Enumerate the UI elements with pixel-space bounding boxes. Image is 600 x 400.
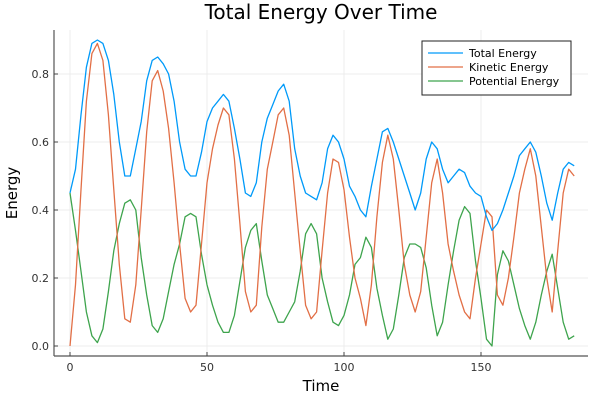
x-tick-label: 50 (200, 361, 214, 374)
legend-label: Kinetic Energy (469, 61, 549, 74)
y-tick-label: 0.2 (32, 272, 50, 285)
x-axis-title: Time (302, 377, 340, 395)
y-tick-label: 0.8 (32, 68, 50, 81)
series-line-total-energy (69, 39, 575, 232)
y-tick-label: 0.0 (32, 340, 50, 353)
x-tick-label: 150 (471, 361, 492, 374)
series-group (69, 39, 575, 347)
chart-title: Total Energy Over Time (204, 0, 438, 24)
y-tick-label: 0.6 (32, 136, 50, 149)
series-line-potential-energy (69, 192, 575, 347)
series-line-kinetic-energy (69, 42, 575, 347)
x-ticks: 0 50 100 150 (67, 352, 492, 374)
legend-label: Total Energy (468, 47, 537, 60)
y-ticks: 0.0 0.2 0.4 0.6 0.8 (32, 68, 58, 353)
legend-label: Potential Energy (469, 75, 560, 88)
y-axis-title: Energy (3, 167, 21, 220)
x-tick-label: 100 (334, 361, 355, 374)
legend-box (421, 40, 572, 96)
x-tick-label: 0 (67, 361, 74, 374)
y-tick-label: 0.4 (32, 204, 50, 217)
